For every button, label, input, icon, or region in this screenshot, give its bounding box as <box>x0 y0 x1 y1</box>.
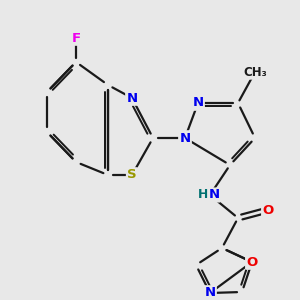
Text: N: N <box>126 92 138 104</box>
Text: O: O <box>262 203 274 217</box>
Text: N: N <box>208 188 220 202</box>
Text: CH₃: CH₃ <box>243 65 267 79</box>
Text: N: N <box>192 97 204 110</box>
Text: F: F <box>71 32 81 44</box>
Text: O: O <box>246 256 258 268</box>
Text: N: N <box>204 286 216 299</box>
Text: H: H <box>198 188 208 202</box>
Text: N: N <box>179 131 191 145</box>
Text: S: S <box>127 169 137 182</box>
